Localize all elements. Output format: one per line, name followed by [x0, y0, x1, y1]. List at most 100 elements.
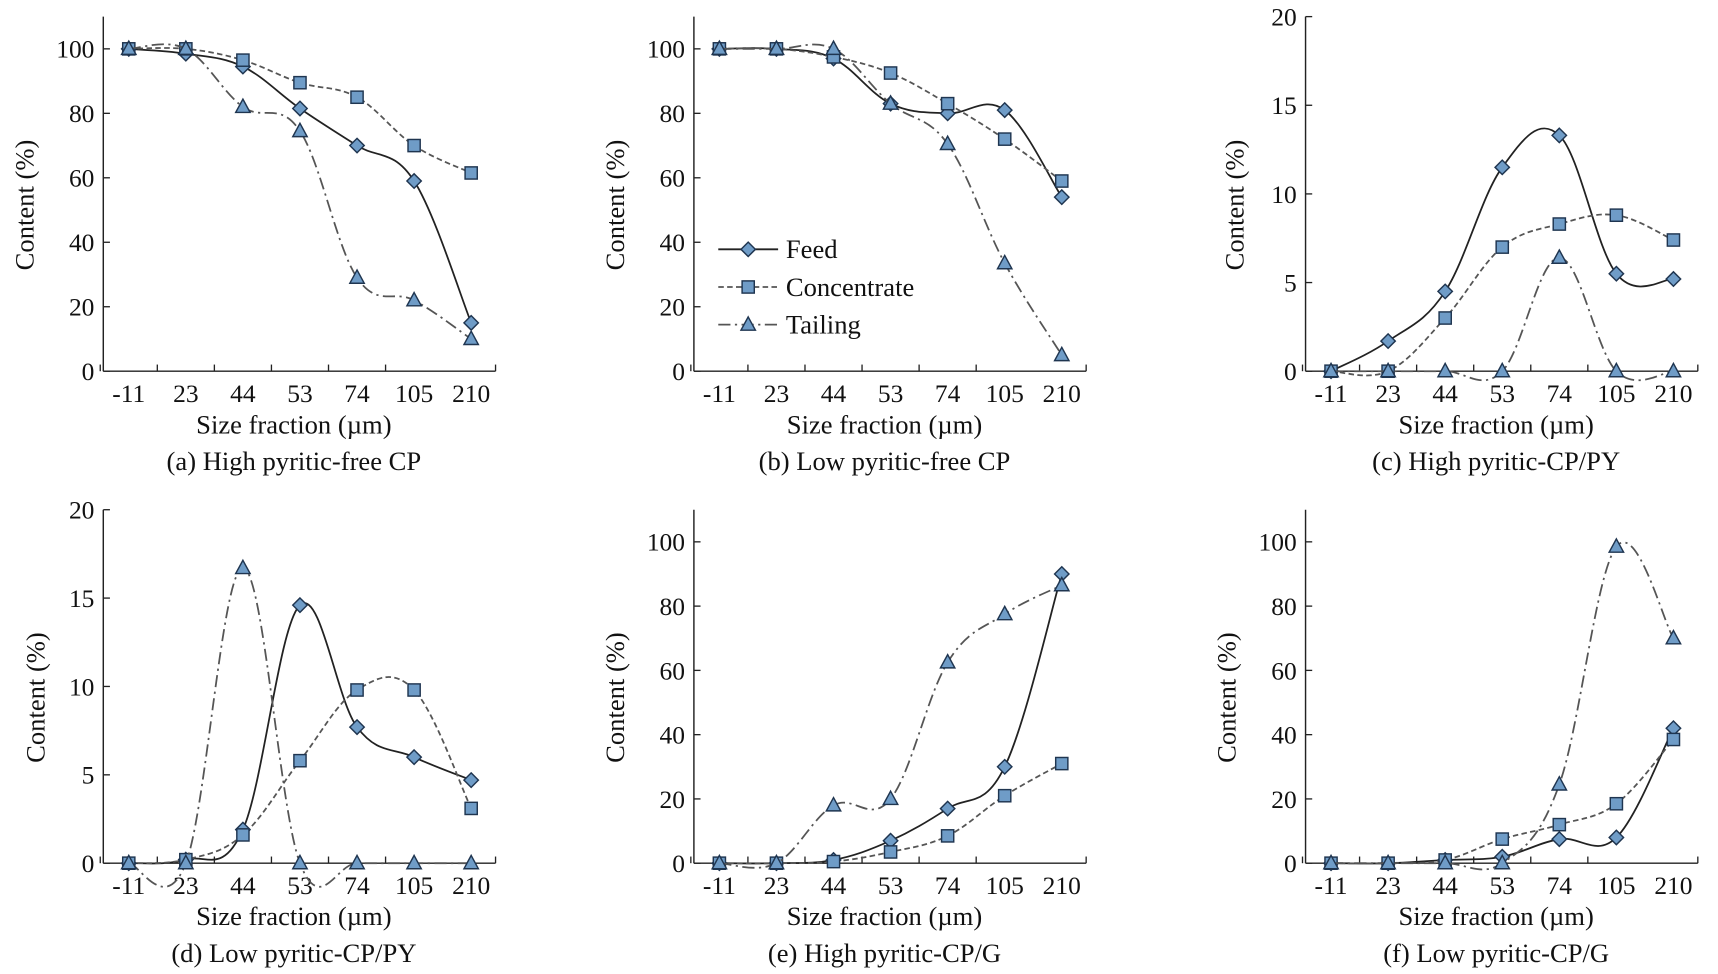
data-point-concentrate [1609, 208, 1624, 223]
series-concentrate [1324, 208, 1681, 379]
data-point-tailing [1665, 361, 1682, 378]
data-point-tailing [348, 268, 366, 284]
series-line-tailing [719, 584, 1063, 869]
x-tick-label: 105 [395, 379, 433, 408]
y-tick-label: 40 [660, 721, 685, 750]
x-axis-label: Size fraction (µm) [196, 901, 391, 931]
data-point-tailing [234, 97, 252, 114]
data-point-feed [1608, 265, 1625, 282]
series-line-feed [128, 47, 472, 324]
data-point-concentrate [997, 788, 1012, 803]
series-tailing [1322, 537, 1682, 871]
x-tick-label: -11 [112, 871, 145, 900]
data-point-concentrate [236, 53, 250, 67]
data-point-tailing [1607, 537, 1625, 553]
y-tick-label: 0 [1284, 357, 1297, 386]
data-point-tailing [1493, 853, 1511, 870]
y-tick-label: 15 [1271, 91, 1296, 120]
x-tick-label: 23 [764, 379, 789, 408]
y-tick-label: 60 [1271, 656, 1296, 685]
data-point-tailing [1379, 361, 1397, 378]
series-feed [711, 565, 1070, 872]
x-tick-label: 44 [230, 379, 256, 408]
chart-caption: (b) Low pyritic-free CP [759, 446, 1011, 476]
series-tailing [710, 39, 1071, 362]
x-tick-label: 53 [287, 871, 312, 900]
data-point-tailing [291, 853, 309, 870]
data-point-tailing [1550, 248, 1568, 264]
x-tick-label: 105 [395, 871, 433, 900]
y-tick-label: 5 [82, 761, 95, 790]
y-axis-label: Content (%) [600, 140, 630, 271]
data-point-tailing [1550, 775, 1568, 791]
data-point-concentrate [883, 845, 898, 859]
y-tick-label: 40 [1271, 721, 1296, 750]
x-tick-label: -11 [1315, 379, 1348, 408]
data-point-concentrate [1666, 233, 1681, 247]
data-point-tailing [1607, 361, 1625, 378]
chart-panel-e: 0 20 40 60 80 100 -11 23 44 53 74 105 210 Size fracti… [600, 509, 1087, 968]
x-tick-label: 23 [764, 871, 789, 900]
data-point-concentrate [1552, 217, 1567, 231]
data-point-tailing [177, 39, 195, 56]
x-tick-label: 74 [344, 379, 370, 408]
data-point-tailing [1665, 628, 1682, 645]
data-point-feed [291, 596, 309, 614]
data-point-tailing [768, 39, 785, 56]
data-point-tailing [825, 796, 842, 812]
series-concentrate [712, 42, 1069, 188]
data-point-tailing [996, 253, 1014, 270]
data-point-feed [1494, 159, 1511, 176]
x-tick-label: 74 [935, 379, 961, 408]
x-tick-label: 53 [1490, 871, 1515, 900]
data-point-concentrate [883, 66, 898, 80]
data-point-concentrate [940, 96, 955, 111]
series-tailing [1322, 248, 1682, 382]
series-tailing [710, 575, 1071, 870]
x-tick-label: -11 [1315, 871, 1348, 900]
x-tick-label: 23 [1375, 379, 1400, 408]
data-point-tailing [177, 853, 195, 870]
data-point-concentrate [1054, 756, 1069, 771]
data-point-feed [462, 314, 480, 332]
data-point-concentrate [1438, 311, 1452, 325]
x-tick-label: 23 [173, 871, 198, 900]
y-tick-label: 60 [660, 164, 685, 193]
data-point-feed [996, 101, 1013, 119]
data-point-tailing [462, 329, 480, 346]
legend-label: Feed [786, 234, 838, 264]
y-axis-label: Content (%) [9, 140, 39, 271]
x-tick-label: 53 [287, 379, 312, 408]
data-point-concentrate [1609, 796, 1624, 811]
y-tick-label: 5 [1284, 268, 1297, 297]
data-point-concentrate [350, 683, 364, 697]
data-point-tailing [1053, 575, 1071, 592]
x-tick-label: -11 [703, 379, 736, 408]
data-point-tailing [348, 853, 366, 870]
y-tick-label: 20 [660, 785, 685, 814]
x-axis-label: Size fraction (µm) [787, 409, 982, 439]
data-point-feed [1379, 332, 1397, 350]
data-point-feed [1665, 270, 1682, 288]
series-line-concentrate [128, 676, 472, 865]
data-point-tailing [291, 121, 309, 138]
y-tick-label: 0 [672, 357, 685, 386]
data-point-tailing [882, 789, 899, 806]
data-point-concentrate [236, 828, 250, 842]
y-tick-label: 20 [69, 496, 94, 525]
y-axis-label: Content (%) [1212, 632, 1242, 763]
y-tick-label: 40 [660, 228, 685, 257]
y-tick-label: 15 [69, 584, 94, 613]
data-point-tailing [1053, 345, 1071, 362]
data-point-tailing [996, 604, 1014, 621]
x-tick-label: 210 [1654, 379, 1692, 408]
series-line-tailing [1331, 541, 1675, 871]
x-tick-label: 74 [1547, 379, 1573, 408]
chart-panel-f: 0 20 40 60 80 100 -11 23 44 53 74 105 210 Size fracti… [1212, 509, 1699, 968]
x-tick-label: 74 [935, 871, 961, 900]
y-tick-label: 60 [660, 656, 685, 685]
y-tick-label: 20 [69, 293, 94, 322]
x-tick-label: 23 [1375, 871, 1400, 900]
chart-caption: (c) High pyritic-CP/PY [1372, 446, 1620, 476]
